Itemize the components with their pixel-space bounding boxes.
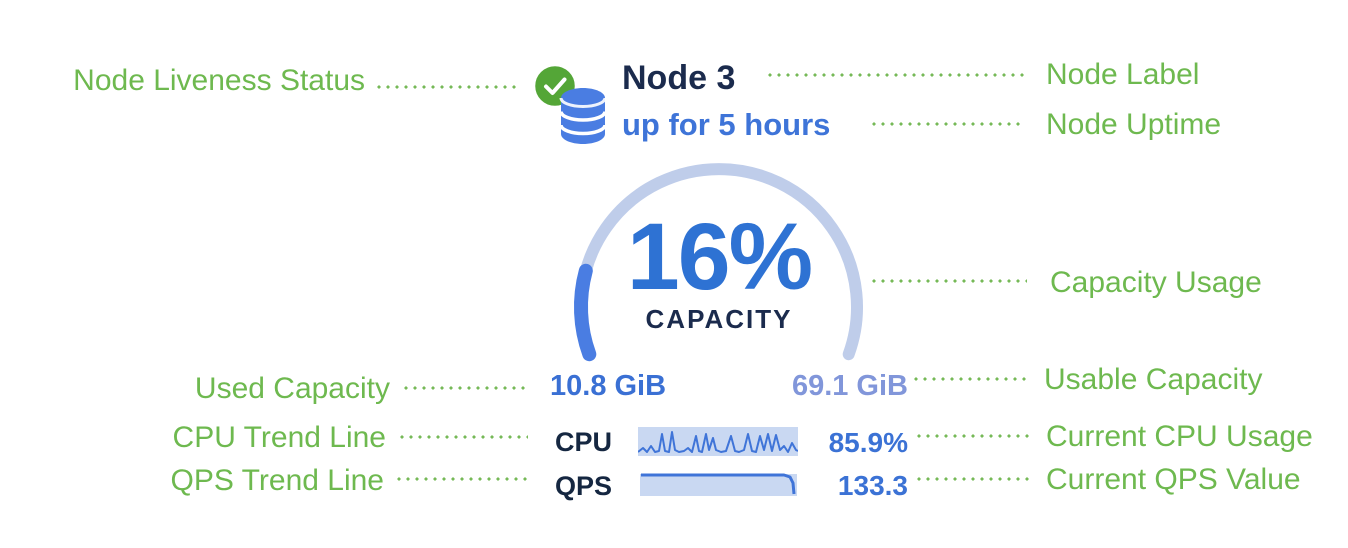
leader-node-label: [768, 73, 1024, 77]
leader-current-qps-value: [917, 477, 1029, 481]
used-capacity-value: 10.8 GiB: [550, 370, 667, 402]
annotation-current-cpu-usage: Current CPU Usage: [1046, 420, 1313, 453]
leader-usable-capacity: [914, 377, 1029, 381]
annotation-current-qps-value: Current QPS Value: [1046, 463, 1301, 496]
capacity-gauge: [573, 163, 863, 362]
annotation-node-uptime: Node Uptime: [1046, 108, 1222, 141]
annotation-node-label: Node Label: [1046, 58, 1200, 91]
cpu-value: 85.9%: [828, 427, 908, 458]
leader-node-liveness-status: [377, 85, 521, 89]
qps-sparkline: [640, 473, 797, 496]
leader-qps-trend-line: [397, 477, 528, 481]
cpu-sparkline: [638, 427, 798, 456]
annotation-qps-trend-line: QPS Trend Line: [170, 464, 384, 497]
node-uptime: up for 5 hours: [622, 107, 831, 142]
qps-value: 133.3: [837, 470, 908, 501]
leader-used-capacity: [404, 386, 528, 390]
capacity-values-row: 10.8 GiB 69.1 GiB: [550, 370, 908, 402]
leader-cpu-trend-line: [400, 435, 528, 439]
annotation-usable-capacity: Usable Capacity: [1044, 363, 1263, 396]
cpu-label: CPU: [555, 427, 613, 457]
annotation-cpu-trend-line: CPU Trend Line: [172, 421, 386, 454]
capacity-percent: 16%: [626, 204, 813, 310]
usable-capacity-value: 69.1 GiB: [791, 370, 908, 402]
node-label: Node 3: [622, 59, 736, 97]
leader-node-uptime: [872, 122, 1024, 126]
leader-capacity-usage: [872, 279, 1027, 283]
annotation-node-liveness-status: Node Liveness Status: [73, 64, 365, 97]
annotation-used-capacity: Used Capacity: [194, 372, 390, 405]
qps-label: QPS: [555, 471, 613, 501]
gauge-fill-arc: [573, 263, 597, 362]
annotation-capacity-usage: Capacity Usage: [1050, 266, 1262, 299]
database-icon: [559, 88, 607, 144]
leader-current-cpu-usage: [917, 434, 1029, 438]
capacity-caption: CAPACITY: [645, 304, 793, 334]
